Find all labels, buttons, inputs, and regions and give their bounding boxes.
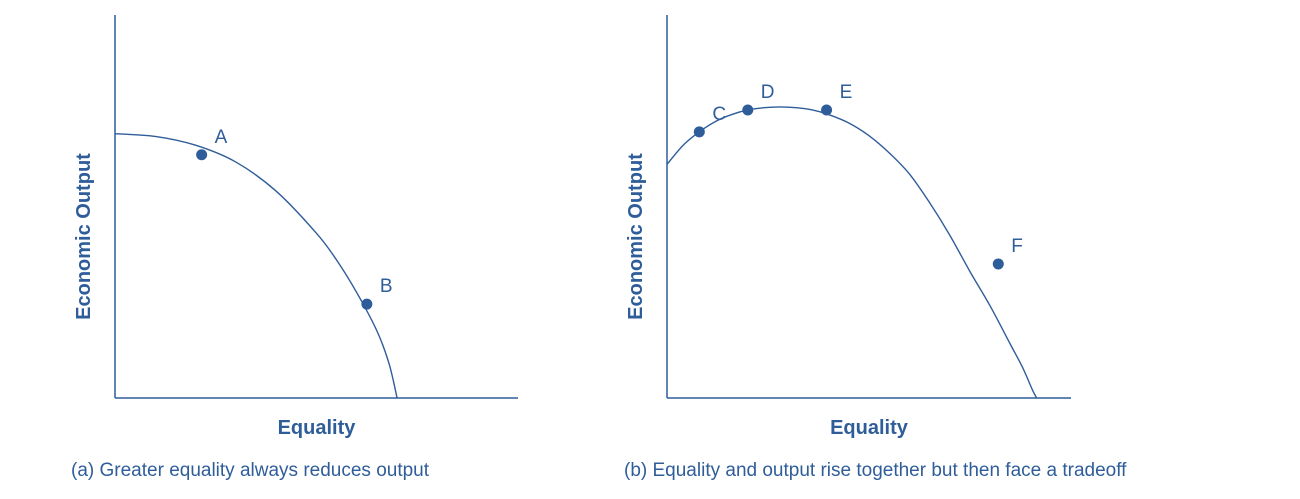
panel-b-caption: (b) Equality and output rise together bu…: [624, 460, 1127, 481]
panel-b-point-c: [693, 126, 705, 138]
panel-b-point-label-f: F: [1011, 236, 1023, 257]
panel-b-point-e: [821, 104, 833, 116]
panel-a-caption: (a) Greater equality always reduces outp…: [71, 460, 430, 481]
panel-b-point-d: [742, 104, 754, 116]
panel-b-point-label-d: D: [761, 82, 775, 103]
panel-b-curve-0: [666, 106, 1038, 399]
panel-b-point-f: [992, 258, 1004, 270]
panel-b-point-label-e: E: [840, 82, 853, 103]
panel-a-point-label-a: A: [215, 127, 228, 148]
panel-a-group: A B Economic Output Equality (a) Greater equ…: [71, 15, 518, 481]
panel-a-y-axis-label: Economic Output: [73, 153, 95, 320]
panel-a-point-a: [196, 149, 208, 161]
panel-a-x-axis-label: Equality: [278, 417, 357, 439]
panel-b-x-axis-label: Equality: [830, 417, 909, 439]
panel-a-point-b: [361, 298, 373, 310]
panel-b-group: C D E F Economic Output Equality (b) Equality …: [624, 15, 1127, 481]
panel-a-curve-0: [114, 133, 398, 399]
panel-b-point-label-c: C: [712, 104, 726, 125]
panel-a-point-label-b: B: [380, 276, 393, 297]
panel-b-y-axis-label: Economic Output: [625, 153, 647, 320]
